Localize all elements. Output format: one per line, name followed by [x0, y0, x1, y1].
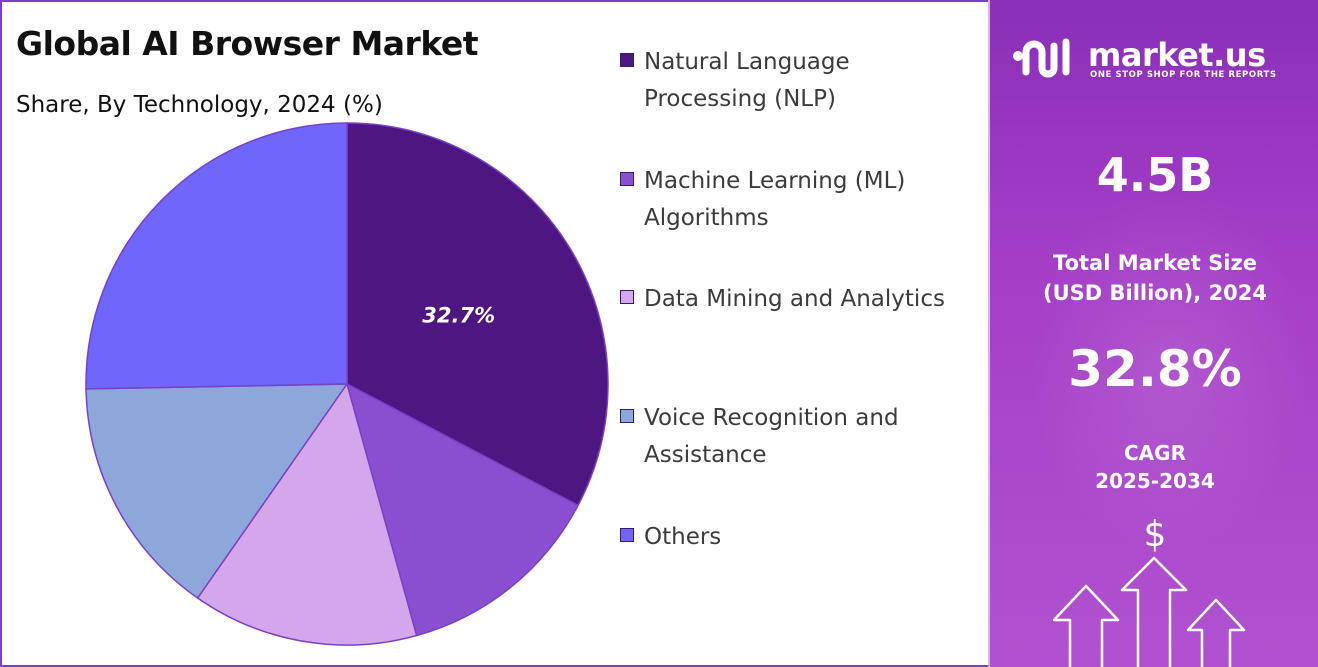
market-us-logo-icon [1013, 38, 1070, 78]
legend-label-line2: Algorithms [644, 205, 769, 231]
legend-swatch [620, 409, 634, 423]
legend-swatch [620, 290, 634, 304]
market-size-value: 4.5B [1096, 148, 1214, 202]
chart-panel: Global AI Browser Market Share, By Techn… [16, 24, 945, 646]
cagr-label-line2: 2025-2034 [1095, 469, 1215, 493]
legend-label-line1: Others [644, 524, 722, 550]
dollar-icon: $ [1143, 514, 1167, 555]
pie-slice-ml [345, 382, 580, 637]
brand-tagline: ONE STOP SHOP FOR THE REPORTS [1090, 70, 1277, 80]
chart-subtitle: Share, By Technology, 2024 (%) [16, 92, 383, 118]
legend-label-line1: Data Mining and Analytics [644, 286, 945, 312]
pie-chart: 32.7% [85, 122, 609, 646]
cagr-label-line1: CAGR [1124, 441, 1186, 465]
pie-slice-others [85, 122, 348, 390]
pie-slice-voice [85, 383, 349, 600]
summary-panel: market.us ONE STOP SHOP FOR THE REPORTS … [988, 0, 1318, 667]
background-glow [1030, 180, 1310, 560]
growth-arrows-icon [1052, 556, 1246, 667]
pie-slice-nlp [346, 122, 609, 507]
market-size-label-line1: Total Market Size [1053, 251, 1257, 275]
legend-swatch [620, 528, 634, 542]
chart-title: Global AI Browser Market [16, 24, 479, 63]
legend-label-line1: Voice Recognition and [644, 405, 899, 431]
legend-label-line1: Natural Language [644, 49, 850, 75]
legend-label-line1: Machine Learning (ML) [644, 168, 906, 194]
cagr-value: 32.8% [1068, 340, 1242, 398]
legend-label-line2: Assistance [644, 442, 767, 468]
pie-slice-data-mining [196, 382, 418, 646]
brand: market.us ONE STOP SHOP FOR THE REPORTS [1012, 34, 1302, 84]
pie-data-label: 32.7% [422, 304, 495, 328]
market-size-label-line2: (USD Billion), 2024 [1042, 281, 1268, 305]
brand-name: market.us [1088, 36, 1266, 74]
legend-swatch [620, 172, 634, 186]
legend-label-line2: Processing (NLP) [644, 86, 836, 112]
legend-swatch [620, 53, 634, 67]
